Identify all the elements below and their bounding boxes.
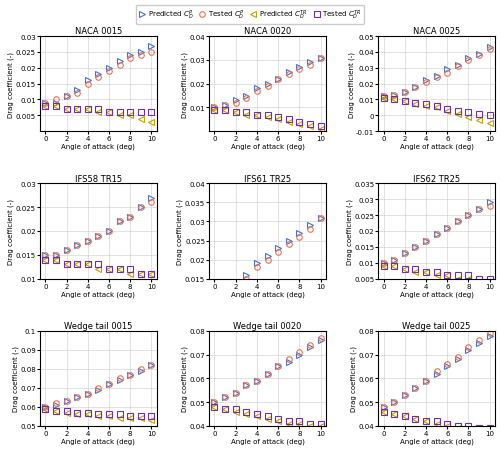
Y-axis label: Drag coefficient (-): Drag coefficient (-) — [182, 51, 188, 118]
Y-axis label: Drag coefficient (-): Drag coefficient (-) — [182, 345, 188, 412]
Title: Wedge tail 0015: Wedge tail 0015 — [64, 321, 132, 330]
X-axis label: Angle of attack (deg): Angle of attack (deg) — [62, 290, 136, 297]
Y-axis label: Drag coefficient (-): Drag coefficient (-) — [8, 51, 14, 118]
Title: IFS61 TR25: IFS61 TR25 — [244, 174, 291, 183]
Title: IFS62 TR25: IFS62 TR25 — [413, 174, 460, 183]
Y-axis label: Drag coefficient (-): Drag coefficient (-) — [177, 199, 184, 264]
Title: Wedge tail 0020: Wedge tail 0020 — [234, 321, 302, 330]
X-axis label: Angle of attack (deg): Angle of attack (deg) — [230, 144, 304, 150]
Y-axis label: Drag coefficient (-): Drag coefficient (-) — [346, 199, 352, 264]
X-axis label: Angle of attack (deg): Angle of attack (deg) — [62, 144, 136, 150]
Y-axis label: Drag coefficient (-): Drag coefficient (-) — [348, 51, 354, 118]
Title: NACA 0020: NACA 0020 — [244, 27, 291, 36]
Y-axis label: Drag coefficient (-): Drag coefficient (-) — [8, 199, 14, 264]
Title: NACA 0015: NACA 0015 — [74, 27, 122, 36]
Title: NACA 0025: NACA 0025 — [413, 27, 461, 36]
Legend: Predicted $C_D^P$, Tested $C_D^P$, Predicted $C_D^{TR}$, Tested $C_D^{TR}$: Predicted $C_D^P$, Tested $C_D^P$, Predi… — [136, 6, 364, 25]
Y-axis label: Drag coefficient (-): Drag coefficient (-) — [12, 345, 18, 412]
X-axis label: Angle of attack (deg): Angle of attack (deg) — [62, 438, 136, 444]
X-axis label: Angle of attack (deg): Angle of attack (deg) — [230, 438, 304, 444]
X-axis label: Angle of attack (deg): Angle of attack (deg) — [400, 438, 473, 444]
X-axis label: Angle of attack (deg): Angle of attack (deg) — [400, 290, 473, 297]
X-axis label: Angle of attack (deg): Angle of attack (deg) — [230, 290, 304, 297]
Title: Wedge tail 0025: Wedge tail 0025 — [402, 321, 471, 330]
Y-axis label: Drag coefficient (-): Drag coefficient (-) — [350, 345, 357, 412]
Title: IFS58 TR15: IFS58 TR15 — [75, 174, 122, 183]
X-axis label: Angle of attack (deg): Angle of attack (deg) — [400, 144, 473, 150]
